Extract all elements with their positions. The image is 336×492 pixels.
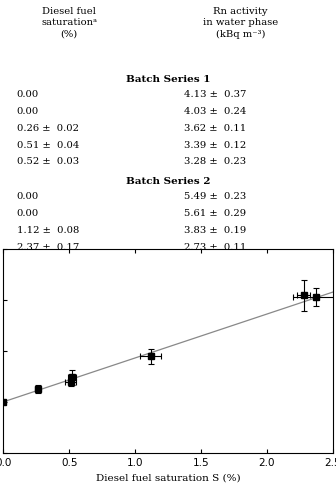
Text: 2.37 ±  0.17: 2.37 ± 0.17 — [16, 243, 79, 252]
Text: 0.52 ±  0.03: 0.52 ± 0.03 — [16, 157, 79, 166]
Text: 5.49 ±  0.23: 5.49 ± 0.23 — [184, 192, 247, 201]
Text: 0.00: 0.00 — [16, 107, 39, 116]
Text: 4.03 ±  0.24: 4.03 ± 0.24 — [184, 107, 247, 116]
Text: Batch Series 1: Batch Series 1 — [126, 75, 210, 84]
Text: 0.00: 0.00 — [16, 209, 39, 218]
Text: 3.28 ±  0.23: 3.28 ± 0.23 — [184, 157, 247, 166]
Text: 0.26 ±  0.02: 0.26 ± 0.02 — [16, 124, 79, 133]
Text: Batch Series 2: Batch Series 2 — [126, 177, 210, 186]
Text: 0.00: 0.00 — [16, 90, 39, 99]
Text: 2.73 ±  0.11: 2.73 ± 0.11 — [184, 243, 247, 252]
X-axis label: Diesel fuel saturation S (%): Diesel fuel saturation S (%) — [96, 473, 240, 482]
Text: 3.83 ±  0.19: 3.83 ± 0.19 — [184, 226, 247, 235]
Text: 0.51 ±  0.04: 0.51 ± 0.04 — [16, 141, 79, 150]
Text: 4.13 ±  0.37: 4.13 ± 0.37 — [184, 90, 247, 99]
Text: 0.00: 0.00 — [16, 192, 39, 201]
Text: 3.39 ±  0.12: 3.39 ± 0.12 — [184, 141, 247, 150]
Text: Rn activity
in water phase
(kBq m⁻³): Rn activity in water phase (kBq m⁻³) — [203, 7, 278, 38]
Text: 1.12 ±  0.08: 1.12 ± 0.08 — [16, 226, 79, 235]
Text: 2.28 ±  0.05: 2.28 ± 0.05 — [16, 260, 79, 269]
Text: Diesel fuel
saturationᵃ
(%): Diesel fuel saturationᵃ (%) — [41, 7, 97, 38]
Text: 3.62 ±  0.11: 3.62 ± 0.11 — [184, 124, 247, 133]
Text: a Average of six measurements.: a Average of six measurements. — [7, 277, 157, 286]
Text: 2.71 ±  0.20: 2.71 ± 0.20 — [184, 260, 247, 269]
Text: 5.61 ±  0.29: 5.61 ± 0.29 — [184, 209, 247, 218]
